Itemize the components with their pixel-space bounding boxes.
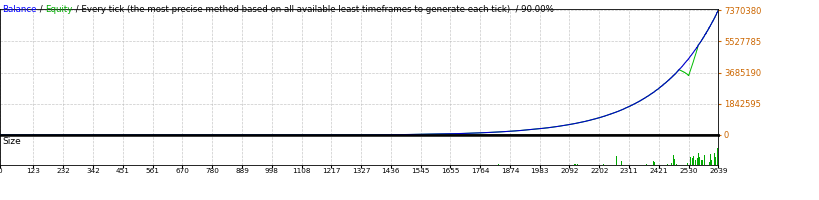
Text: Size: Size: [3, 137, 21, 146]
Text: Equity: Equity: [45, 5, 73, 14]
Text: / Every tick (the most precise method based on all available least timeframes to: / Every tick (the most precise method ba…: [73, 5, 509, 14]
Text: /: /: [37, 5, 45, 14]
Text: Balance: Balance: [2, 5, 37, 14]
Text: / 90.00%: / 90.00%: [509, 5, 553, 14]
